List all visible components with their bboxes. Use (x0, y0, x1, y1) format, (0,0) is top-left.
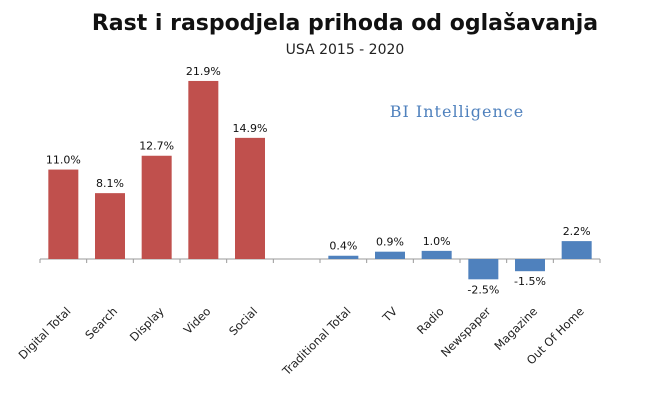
bar (141, 155, 172, 259)
bar (48, 169, 79, 259)
plot-area: 11.0% Digital Total 8.1% Search 12.7% Display… (16, 65, 601, 379)
data-label: 0.9% (376, 236, 404, 249)
bar (235, 137, 265, 259)
x-tick-label: Search (82, 304, 120, 342)
bar (468, 259, 499, 280)
data-label: 14.9% (233, 122, 268, 135)
data-label: 2.2% (563, 225, 591, 238)
bar (375, 251, 405, 259)
data-label: 8.1% (96, 177, 124, 190)
data-label: 21.9% (186, 65, 221, 78)
x-tick-label: Digital Total (16, 304, 74, 362)
x-tick-label: Display (127, 304, 167, 344)
chart-title: Rast i raspodjela prihoda od oglašavanja (92, 11, 598, 36)
data-label: -1.5% (514, 275, 546, 288)
bar (328, 255, 359, 259)
data-label: 0.4% (329, 240, 357, 253)
bar (515, 259, 545, 272)
data-label: 11.0% (46, 154, 81, 167)
x-tick-label: Newspaper (438, 304, 494, 360)
bar (561, 241, 592, 259)
data-label: 1.0% (423, 235, 451, 248)
data-label: 12.7% (139, 140, 174, 153)
x-tick-label: Traditional Total (279, 304, 354, 379)
bar (421, 250, 452, 259)
x-tick-label: Video (181, 304, 214, 337)
chart-subtitle: USA 2015 - 2020 (286, 42, 405, 58)
x-tick-label: TV (379, 304, 400, 325)
x-tick-label: Radio (414, 304, 447, 337)
data-label: -2.5% (467, 283, 499, 296)
x-tick-label: Magazine (491, 304, 540, 353)
bar (95, 193, 125, 259)
bi-intelligence-logo: BI Intelligence (390, 102, 524, 121)
x-tick-label: Social (226, 304, 260, 338)
bar (188, 80, 219, 259)
